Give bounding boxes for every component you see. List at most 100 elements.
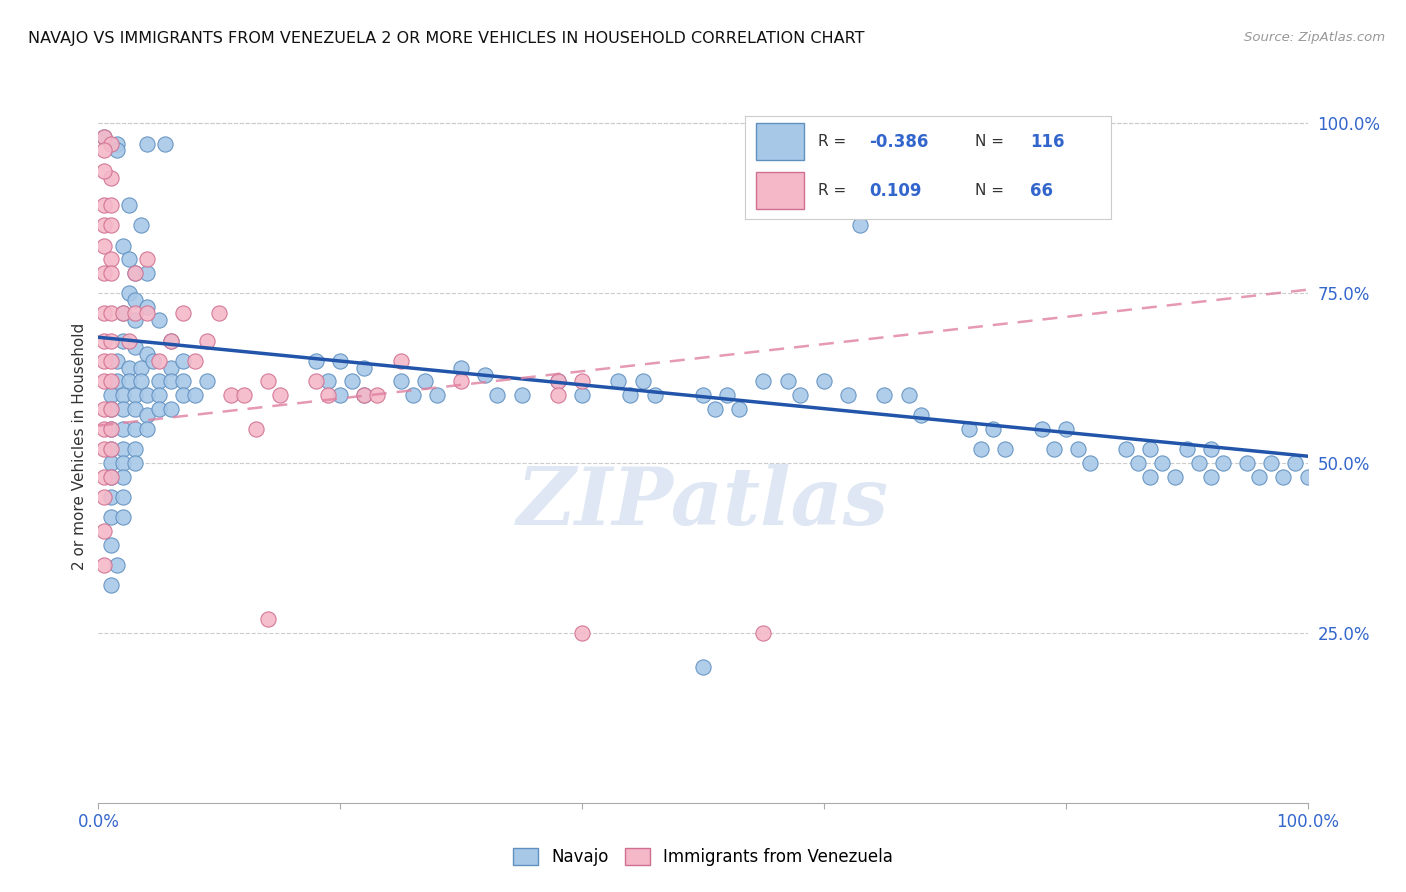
Point <box>474 368 496 382</box>
Point <box>172 388 194 402</box>
Point <box>135 347 157 361</box>
Point <box>93 354 115 368</box>
Point <box>981 422 1004 436</box>
Point <box>111 334 134 348</box>
Point <box>100 306 122 320</box>
Point <box>100 469 122 483</box>
Point <box>245 422 267 436</box>
Point <box>93 422 115 436</box>
Point <box>692 660 714 674</box>
Point <box>135 136 157 151</box>
Point <box>789 388 811 402</box>
Point <box>100 218 122 232</box>
Point <box>837 388 859 402</box>
Point <box>1272 469 1295 483</box>
Point <box>105 354 128 368</box>
Point <box>813 375 835 389</box>
Point <box>547 375 569 389</box>
Point <box>93 469 115 483</box>
Point <box>111 388 134 402</box>
Point <box>118 375 141 389</box>
Bar <box>756 172 804 210</box>
Text: -0.386: -0.386 <box>869 133 929 151</box>
Point <box>100 442 122 457</box>
Point <box>124 442 146 457</box>
Point <box>111 469 134 483</box>
Point <box>111 442 134 457</box>
Point <box>135 300 157 314</box>
Point <box>93 306 115 320</box>
Point <box>1175 442 1198 457</box>
Point <box>142 354 165 368</box>
Point <box>184 354 207 368</box>
Point <box>93 198 115 212</box>
Point <box>93 266 115 280</box>
Point <box>124 266 146 280</box>
Point <box>619 388 641 402</box>
Point <box>172 306 194 320</box>
Point <box>256 375 278 389</box>
Point <box>1078 456 1101 470</box>
Point <box>1042 442 1064 457</box>
Point <box>111 238 134 252</box>
Point <box>1139 442 1161 457</box>
Point <box>111 306 134 320</box>
Point <box>305 375 328 389</box>
Point <box>93 129 115 144</box>
Point <box>100 490 122 504</box>
Point <box>704 401 727 416</box>
Point <box>873 388 896 402</box>
Point <box>172 375 194 389</box>
Point <box>1067 442 1090 457</box>
Point <box>716 388 738 402</box>
Point <box>897 388 920 402</box>
Point <box>100 401 122 416</box>
Point <box>93 129 115 144</box>
Point <box>631 375 654 389</box>
Point <box>148 375 170 389</box>
Point <box>100 388 122 402</box>
Point <box>547 388 569 402</box>
Point <box>571 626 593 640</box>
Point <box>118 252 141 266</box>
Point <box>93 401 115 416</box>
Point <box>160 360 183 375</box>
Point <box>1163 469 1185 483</box>
Point <box>129 360 152 375</box>
Point <box>93 558 115 572</box>
Point <box>93 238 115 252</box>
Point <box>1188 456 1211 470</box>
Point <box>353 360 375 375</box>
Text: R =: R = <box>818 134 852 149</box>
Point <box>1260 456 1282 470</box>
Point <box>195 375 218 389</box>
Point <box>353 388 375 402</box>
Point <box>100 442 122 457</box>
Point <box>124 456 146 470</box>
Point <box>124 401 146 416</box>
Point <box>389 375 412 389</box>
Point <box>135 388 157 402</box>
Point <box>607 375 630 389</box>
Point <box>124 266 146 280</box>
Point <box>118 334 141 348</box>
Point <box>93 442 115 457</box>
Point <box>232 388 254 402</box>
Point <box>776 375 799 389</box>
Point <box>124 388 146 402</box>
Point <box>100 252 122 266</box>
Point <box>111 490 134 504</box>
Point <box>172 354 194 368</box>
Text: ZIPatlas: ZIPatlas <box>517 465 889 541</box>
Point <box>305 354 328 368</box>
Text: N =: N = <box>976 134 1010 149</box>
Point <box>1296 469 1319 483</box>
Point <box>129 218 152 232</box>
Point <box>486 388 509 402</box>
Point <box>124 422 146 436</box>
Point <box>329 388 352 402</box>
Point <box>1249 469 1271 483</box>
Point <box>100 578 122 592</box>
Point <box>105 375 128 389</box>
Point <box>353 388 375 402</box>
